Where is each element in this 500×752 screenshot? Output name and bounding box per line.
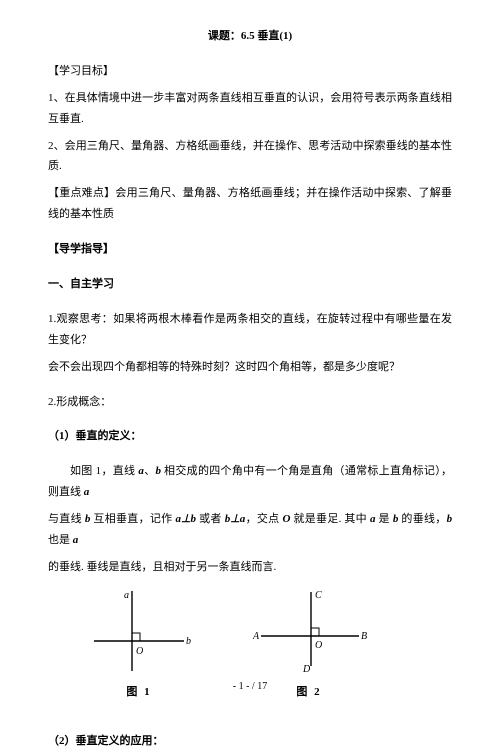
definition-para-3: 的垂线. 垂线是直线，且相对于另一条直线而言.: [48, 557, 452, 578]
application-heading-pre: （2）: [48, 735, 76, 747]
application-heading: （2）垂直定义的应用：: [48, 731, 452, 752]
figure-2-label-D: D: [302, 664, 311, 675]
figure-2-svg: A B C D O: [249, 586, 369, 676]
figure-2-label-A: A: [252, 631, 260, 642]
guide-heading: 【导学指导】: [48, 239, 452, 260]
key-difficulty: 【重点难点】会用三角尺、量角器、方格纸画垂线；并在操作活动中探索、了解垂线的基本…: [48, 183, 452, 225]
expr-a-perp-b: a⊥b: [175, 513, 196, 525]
objectives-heading: 【学习目标】: [48, 61, 452, 82]
figure-2-right-angle-mark: [311, 628, 319, 636]
observe-line-2: 会不会出现四个角都相等的特殊时刻？这时四个角相等，都是多少度呢？: [48, 357, 452, 378]
objective-2: 2、会用三角尺、量角器、方格纸画垂线，并在操作、思考活动中探索垂线的基本性质.: [48, 136, 452, 178]
definition-l2-text8: 也是: [48, 534, 73, 546]
page-title: 课题：6.5 垂直(1): [48, 26, 452, 47]
application-heading-text: 垂直定义的应用：: [76, 735, 164, 747]
var-a-4: a: [73, 534, 79, 546]
definition-l2-text3: 或者: [196, 513, 225, 525]
self-study-heading: 一、自主学习: [48, 274, 452, 295]
figure-1-right-angle-mark: [132, 633, 140, 641]
figure-1-label-O: O: [136, 646, 143, 657]
definition-l2-text4: ，交点: [245, 513, 282, 525]
definition-para-2: 与直线 b 互相垂直，记作 a⊥b 或者 b⊥a，交点 O 就是垂足. 其中 a…: [48, 509, 452, 551]
figure-1-label-a: a: [124, 590, 129, 601]
definition-heading: （1）垂直的定义：: [48, 426, 452, 447]
expr-b-perp-a: b⊥a: [225, 513, 246, 525]
var-a-2: a: [84, 486, 90, 498]
page-number: - 1 - / 17: [0, 677, 500, 696]
definition-l2-text2: 互相垂直，记作: [90, 513, 175, 525]
figure-1-svg: a b O: [84, 586, 194, 676]
definition-l2-text1: 与直线: [48, 513, 85, 525]
figure-2-label-B: B: [361, 631, 367, 642]
definition-l2-text5: 就是垂足. 其中: [290, 513, 370, 525]
figure-1-label-b: b: [186, 636, 191, 647]
objective-1: 1、在具体情境中进一步丰富对两条直线相互垂直的认识，会用符号表示两条直线相互垂直…: [48, 88, 452, 130]
definition-l2-text6: 是: [376, 513, 393, 525]
var-b-4: b: [447, 513, 453, 525]
definition-heading-pre: （1）: [48, 430, 76, 442]
figure-2-label-C: C: [315, 590, 322, 601]
definition-p1-text2: 、: [144, 465, 156, 477]
definition-p1-text1: 如图 1，直线: [48, 465, 138, 477]
figure-2-label-O: O: [315, 640, 322, 651]
definition-l2-text7: 的垂线，: [398, 513, 446, 525]
observe-line-1: 1.观察思考：如果将两根木棒看作是两条相交的直线，在旋转过程中有哪些量在发生变化…: [48, 309, 452, 351]
definition-para-1: 如图 1，直线 a、b 相交成的四个角中有一个角是直角（通常标上直角标记），则直…: [48, 461, 452, 503]
concept-line: 2.形成概念：: [48, 392, 452, 413]
definition-heading-text: 垂直的定义：: [76, 430, 142, 442]
